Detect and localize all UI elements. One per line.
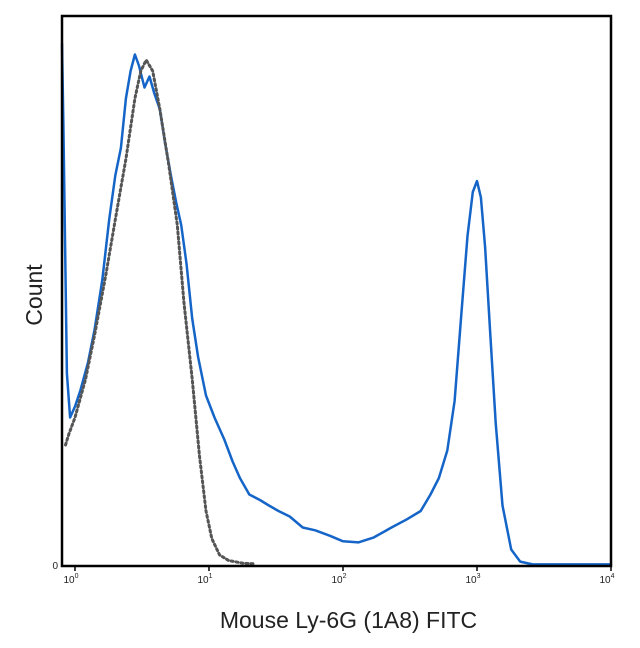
x-axis-ticks: 100 101 102 103 104: [63, 566, 615, 586]
y-tick-label: 0: [52, 561, 58, 572]
x-tick-label: 102: [331, 573, 346, 586]
x-tick-label: 101: [197, 573, 212, 586]
x-tick-label: 104: [599, 573, 614, 586]
plot-frame: [60, 14, 613, 568]
plot-area: [60, 14, 613, 568]
y-axis-title: Count: [21, 264, 47, 326]
series-dotted-line: [64, 58, 257, 566]
x-tick-label: 103: [465, 573, 480, 586]
x-tick-label: 100: [63, 573, 78, 586]
y-axis-ticks: 0: [52, 561, 58, 572]
x-axis-title: Mouse Ly-6G (1A8) FITC: [220, 607, 477, 633]
series-blue-line: [60, 42, 613, 566]
